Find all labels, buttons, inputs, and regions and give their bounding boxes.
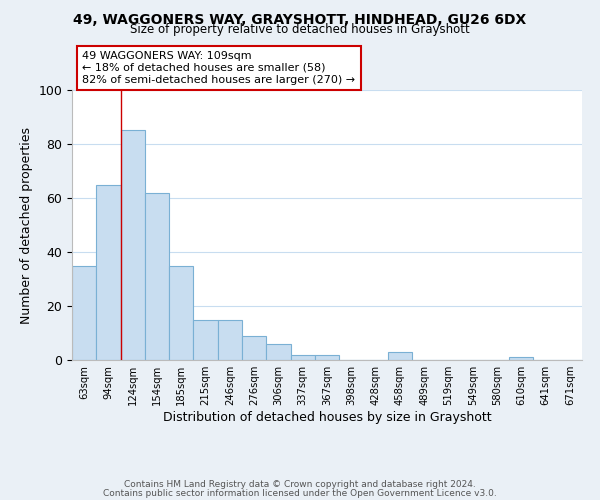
Bar [266, 344, 290, 360]
Bar [315, 354, 339, 360]
Bar [193, 320, 218, 360]
Bar [145, 192, 169, 360]
Bar [169, 266, 193, 360]
Text: 49 WAGGONERS WAY: 109sqm
← 18% of detached houses are smaller (58)
82% of semi-d: 49 WAGGONERS WAY: 109sqm ← 18% of detach… [82, 52, 355, 84]
Bar [72, 266, 96, 360]
Text: Size of property relative to detached houses in Grayshott: Size of property relative to detached ho… [130, 22, 470, 36]
Bar [242, 336, 266, 360]
Bar [388, 352, 412, 360]
Bar [509, 358, 533, 360]
Text: 49, WAGGONERS WAY, GRAYSHOTT, HINDHEAD, GU26 6DX: 49, WAGGONERS WAY, GRAYSHOTT, HINDHEAD, … [73, 12, 527, 26]
Text: Contains HM Land Registry data © Crown copyright and database right 2024.: Contains HM Land Registry data © Crown c… [124, 480, 476, 489]
X-axis label: Distribution of detached houses by size in Grayshott: Distribution of detached houses by size … [163, 411, 491, 424]
Bar [218, 320, 242, 360]
Text: Contains public sector information licensed under the Open Government Licence v3: Contains public sector information licen… [103, 488, 497, 498]
Bar [290, 354, 315, 360]
Bar [121, 130, 145, 360]
Y-axis label: Number of detached properties: Number of detached properties [20, 126, 33, 324]
Bar [96, 184, 121, 360]
